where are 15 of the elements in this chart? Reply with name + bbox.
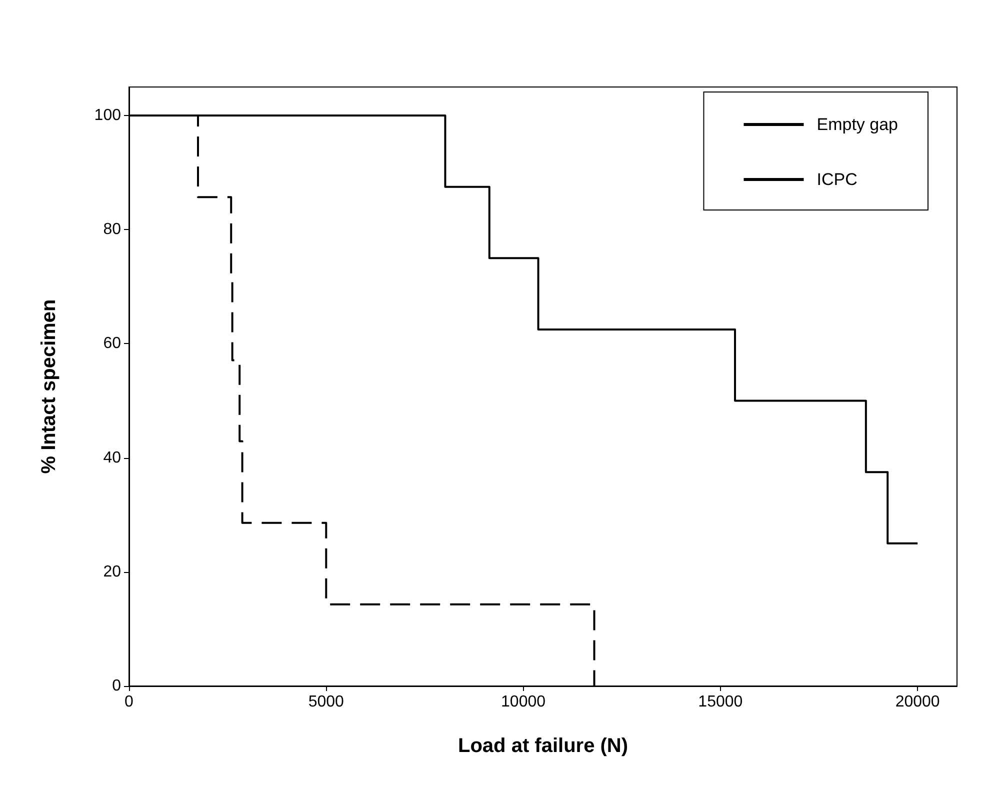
y-tick-label: 40 (103, 449, 122, 466)
x-tick-label: 5000 (308, 694, 344, 710)
legend-label: Empty gap (816, 115, 898, 134)
y-tick-label: 60 (103, 335, 122, 352)
y-tick-label: 100 (94, 107, 122, 124)
x-axis-title: Load at failure (N) (458, 735, 628, 757)
x-tick-label: 10000 (501, 694, 546, 710)
x-tick-label: 15000 (698, 694, 743, 710)
y-tick-label: 80 (103, 221, 122, 238)
x-tick-label: 20000 (895, 694, 940, 710)
y-tick-label: 0 (112, 678, 122, 694)
x-tick-label: 0 (124, 694, 134, 710)
y-tick-label: 20 (103, 563, 122, 580)
y-axis-title: % Intact specimen (38, 299, 60, 474)
legend-label: ICPC (816, 170, 858, 189)
